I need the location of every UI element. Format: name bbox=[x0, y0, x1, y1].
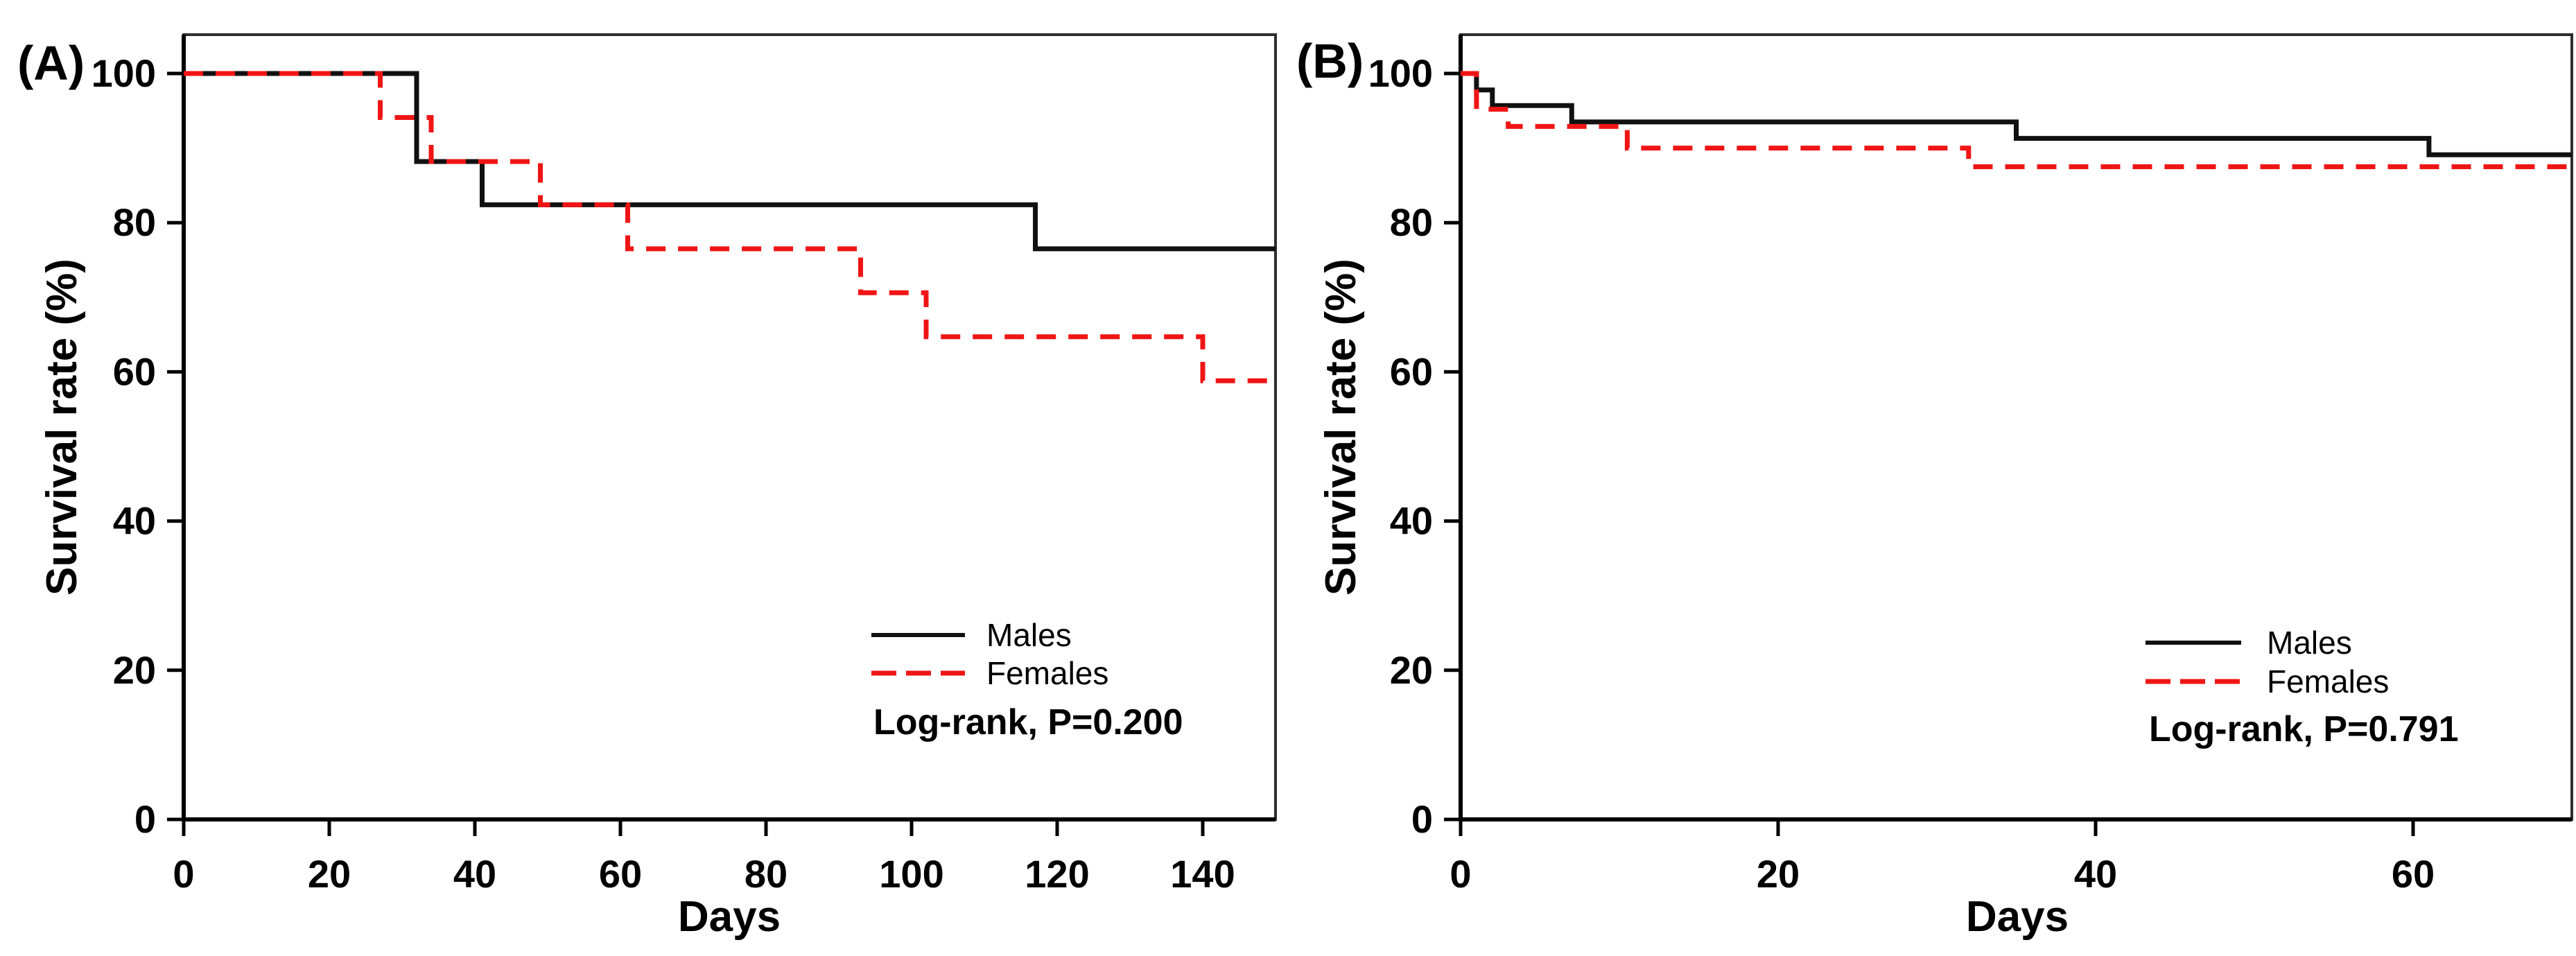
panel-b-legend-females-label: Females bbox=[2267, 663, 2390, 699]
males-curve-A bbox=[184, 71, 1276, 252]
x-tick-label-B: 40 bbox=[2074, 852, 2117, 896]
females-curve-B bbox=[1461, 71, 2572, 169]
x-tick-label-A: 20 bbox=[308, 852, 351, 896]
y-tick-label-B: 40 bbox=[1390, 499, 1433, 543]
x-tick-label-A: 40 bbox=[453, 852, 496, 896]
y-tick-label-A: 100 bbox=[92, 51, 156, 95]
panel-b-letter: (B) bbox=[1296, 34, 1364, 88]
x-tick-label-B: 0 bbox=[1450, 852, 1471, 896]
x-tick-label-B: 20 bbox=[1757, 852, 1800, 896]
x-tick-label-B: 60 bbox=[2392, 852, 2435, 896]
panel-b-legend-males-label: Males bbox=[2267, 625, 2352, 661]
y-tick-label-A: 20 bbox=[113, 648, 156, 692]
y-tick-label-A: 0 bbox=[134, 797, 156, 841]
x-tick-label-A: 120 bbox=[1025, 852, 1089, 896]
y-tick-label-A: 40 bbox=[113, 499, 156, 543]
panel-a-legend-females-label: Females bbox=[986, 655, 1109, 691]
panel-a-logrank-note: Log-rank, P=0.200 bbox=[873, 702, 1183, 742]
x-tick-label-A: 60 bbox=[599, 852, 642, 896]
y-tick-label-A: 80 bbox=[113, 200, 156, 244]
y-tick-label-B: 20 bbox=[1390, 648, 1433, 692]
panel-b-x-axis-title: Days bbox=[1965, 893, 2069, 941]
males-curve-B bbox=[1461, 71, 2572, 157]
y-tick-label-B: 80 bbox=[1390, 200, 1433, 244]
y-tick-label-B: 0 bbox=[1411, 797, 1433, 841]
x-tick-label-A: 0 bbox=[173, 852, 194, 896]
plot-frame-B bbox=[1459, 33, 2573, 821]
x-tick-label-A: 80 bbox=[745, 852, 787, 896]
panel-a-x-axis-title: Days bbox=[677, 893, 781, 941]
y-tick-label-B: 60 bbox=[1390, 349, 1433, 393]
females-curve-A bbox=[184, 71, 1276, 383]
x-tick-label-A: 140 bbox=[1170, 852, 1235, 896]
y-tick-label-B: 100 bbox=[1368, 51, 1433, 95]
panel-b-y-axis-title: Survival rate (%) bbox=[1317, 259, 1365, 596]
panel-a-y-axis-title: Survival rate (%) bbox=[38, 259, 86, 596]
panel-a-letter: (A) bbox=[17, 36, 85, 90]
panel-a-legend-males-label: Males bbox=[986, 617, 1072, 653]
panel-b-logrank-note: Log-rank, P=0.791 bbox=[2149, 709, 2459, 749]
x-tick-label-A: 100 bbox=[879, 852, 943, 896]
y-tick-label-A: 60 bbox=[113, 349, 156, 393]
